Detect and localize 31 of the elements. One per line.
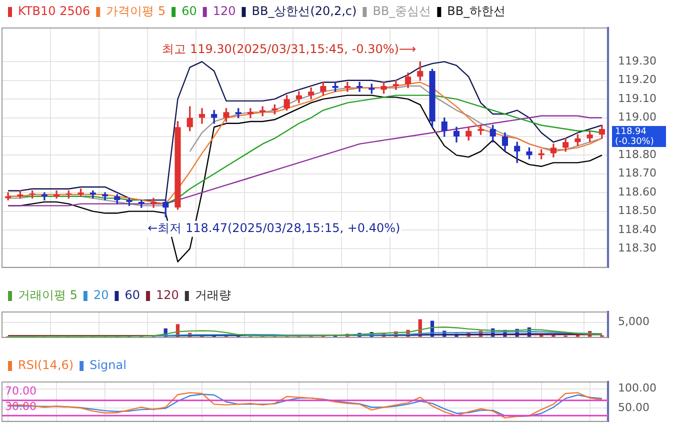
- text: 거래량: [194, 288, 231, 302]
- y-tick-label: 119.00: [618, 110, 656, 124]
- ref-line-label: 70.00: [5, 384, 36, 398]
- legend-label: 60: [124, 288, 140, 302]
- y-tick-label: 5,000: [618, 315, 650, 328]
- legend-label: 가격이평 5: [106, 4, 166, 18]
- y-tick-label: 119.10: [618, 92, 656, 105]
- y-tick-label: 118.50: [618, 204, 656, 218]
- text: 118.94 (-0.30%): [615, 126, 654, 147]
- legend-label: 120: [212, 4, 236, 18]
- legend-label: RSI(14,6): [18, 358, 74, 372]
- y-tick-label: 119.20: [618, 73, 656, 86]
- y-tick-label: 100.00: [618, 382, 656, 395]
- y-tick-label: 50.00: [618, 400, 650, 414]
- legend-label: 거래이평 5: [18, 288, 78, 302]
- legend-label: 120: [156, 288, 179, 302]
- legend-label: 20: [93, 288, 109, 302]
- y-tick-label: 118.80: [618, 148, 656, 162]
- y-tick-label: 118.40: [618, 222, 656, 236]
- legend-label: BB_하한선: [447, 4, 506, 18]
- legend-label: 60: [182, 4, 197, 18]
- legend-label: BB_중심선: [372, 4, 432, 18]
- legend-label: Signal: [90, 358, 126, 372]
- annotation: ←최저 118.47(2025/03/28,15:15, +0.40%): [148, 221, 400, 236]
- legend-label: BB_상한선(20,2,c): [252, 4, 357, 18]
- legend-label: KTB10 2506: [18, 4, 90, 18]
- y-tick-label: 118.30: [618, 242, 656, 255]
- annotation: 최고 119.30(2025/03/31,15:45, -0.30%)⟶: [162, 42, 416, 56]
- y-tick-label: 119.30: [618, 54, 656, 68]
- y-tick-label: 118.70: [618, 166, 656, 180]
- y-tick-label: 118.60: [618, 185, 656, 198]
